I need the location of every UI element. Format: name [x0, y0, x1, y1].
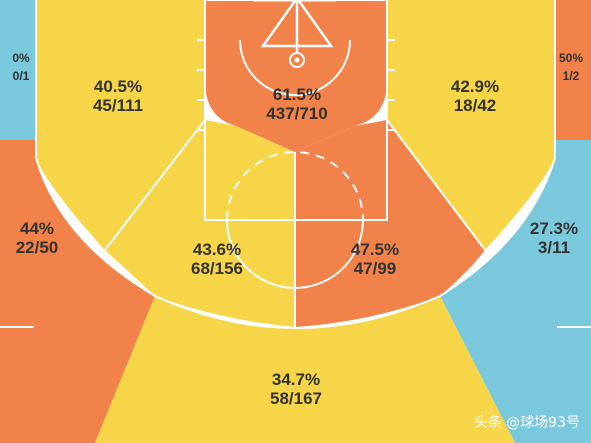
label-pct-left-wing-three: 44%: [20, 219, 54, 238]
label-ma-right-corner-three: 1/2: [563, 69, 580, 83]
label-pct-left-elbow-midrange: 43.6%: [193, 240, 241, 259]
rim: [289, 52, 305, 68]
label-pct-left-baseline-midrange: 40.5%: [94, 77, 142, 96]
label-ma-restricted-area: 437/710: [266, 104, 327, 123]
label-ma-right-wing-three: 3/11: [538, 238, 570, 257]
zone-left-corner-three: [0, 0, 36, 140]
label-pct-top-key-three: 34.7%: [272, 370, 320, 389]
free-throw-circle-upper: [226, 151, 364, 221]
zone-restricted-area: [205, 0, 387, 152]
label-pct-right-baseline-midrange: 42.9%: [451, 77, 499, 96]
zone-divider-right: [386, 119, 486, 251]
label-ma-top-key-three: 58/167: [270, 389, 322, 408]
zone-divider-left: [104, 119, 206, 251]
label-pct-left-corner-three: 0%: [12, 51, 30, 65]
label-ma-right-baseline-midrange: 18/42: [454, 96, 497, 115]
label-ma-left-elbow-midrange: 68/156: [191, 259, 243, 278]
zone-top-key-three: [95, 296, 515, 443]
three-point-arc: [35, 157, 556, 329]
zone-right-baseline-midrange: [387, 0, 555, 250]
label-pct-right-wing-three: 27.3%: [530, 219, 578, 238]
label-ma-right-elbow-midrange: 47/99: [354, 259, 397, 278]
rim-center: [294, 57, 300, 63]
zone-right-wing-three: [440, 140, 591, 443]
label-pct-restricted-area: 61.5%: [273, 85, 321, 104]
zone-left-wing-three: [0, 140, 155, 443]
label-ma-left-corner-three: 0/1: [13, 69, 30, 83]
restricted-area-arc: [239, 39, 351, 96]
zone-right-elbow-midrange: [295, 120, 485, 327]
watermark: 头条 @球场93号: [474, 414, 580, 431]
zone-left-baseline-midrange: [36, 0, 205, 250]
zone-right-corner-three: [555, 0, 591, 140]
label-pct-right-corner-three: 50%: [559, 51, 583, 65]
label-pct-right-elbow-midrange: 47.5%: [351, 240, 399, 259]
label-ma-left-wing-three: 22/50: [16, 238, 59, 257]
label-ma-left-baseline-midrange: 45/111: [93, 96, 143, 115]
